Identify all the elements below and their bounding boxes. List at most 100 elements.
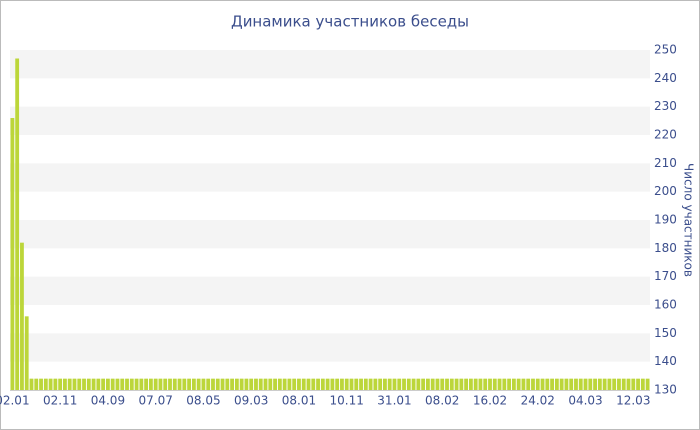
bar (96, 378, 101, 390)
bar (464, 378, 469, 390)
bar (521, 378, 526, 390)
bar (196, 378, 201, 390)
bar (402, 378, 406, 390)
bar (564, 378, 569, 390)
bar (545, 378, 550, 390)
x-tick-label: 08.02 (425, 394, 459, 408)
bar (125, 378, 129, 390)
bar (483, 378, 488, 390)
bar (621, 378, 626, 390)
bar (593, 378, 597, 390)
y-tick-label: 170 (654, 269, 677, 283)
bar (617, 378, 621, 390)
bar (507, 378, 512, 390)
y-tick-label: 150 (654, 326, 677, 340)
x-tick-label: 24.02 (521, 394, 555, 408)
bar (24, 316, 29, 390)
bar (292, 378, 297, 390)
bar (301, 378, 306, 390)
bar (191, 378, 196, 390)
bar (583, 378, 588, 390)
bar (39, 378, 43, 390)
grid-band (10, 50, 650, 79)
bar (177, 378, 182, 390)
bar (473, 378, 478, 390)
bar (325, 378, 330, 390)
bar (406, 378, 411, 390)
y-tick-label: 160 (654, 298, 677, 312)
bar (363, 378, 368, 390)
y-tick-label: 210 (654, 156, 677, 170)
bar (287, 378, 292, 390)
bar (607, 378, 612, 390)
bar (86, 378, 91, 390)
bar (578, 378, 583, 390)
bar (182, 378, 187, 390)
bar (330, 378, 335, 390)
bar (574, 378, 578, 390)
bar (421, 378, 426, 390)
bar (645, 378, 650, 390)
bar (220, 378, 225, 390)
bar (29, 378, 34, 390)
bar (211, 378, 215, 390)
bar (187, 378, 192, 390)
bar (234, 378, 239, 390)
bar (77, 378, 82, 390)
bar (569, 378, 574, 390)
bar (101, 378, 106, 390)
bar (34, 378, 39, 390)
bar (340, 378, 344, 390)
x-tick-label: 16.02 (473, 394, 507, 408)
bar (306, 378, 311, 390)
bar (254, 378, 258, 390)
x-tick-label: 02.01 (0, 394, 30, 408)
bar (597, 378, 602, 390)
bar (58, 378, 63, 390)
grid-band (10, 276, 650, 305)
bar (230, 378, 234, 390)
bar (244, 378, 249, 390)
bar (540, 378, 545, 390)
bar (106, 378, 110, 390)
y-tick-label: 190 (654, 213, 677, 227)
bar (153, 378, 158, 390)
bar (373, 378, 378, 390)
bar (554, 378, 559, 390)
bar (368, 378, 373, 390)
bar (163, 378, 168, 390)
bar (148, 378, 153, 390)
bar (359, 378, 363, 390)
grid-band (10, 163, 650, 192)
bar (172, 378, 177, 390)
bar (335, 378, 340, 390)
bar (134, 378, 139, 390)
bar (354, 378, 359, 390)
bar (526, 378, 531, 390)
y-tick-label: 250 (654, 43, 677, 57)
bar (397, 378, 402, 390)
bar (378, 378, 383, 390)
x-tick-label: 04.09 (91, 394, 125, 408)
grid-band (10, 106, 650, 135)
bar (636, 378, 640, 390)
x-tick-label: 08.01 (282, 394, 316, 408)
y-axis-label: Число участников (682, 163, 696, 277)
bar (201, 378, 206, 390)
bar (43, 378, 48, 390)
y-tick-label: 220 (654, 128, 677, 142)
bar (468, 378, 473, 390)
bar (392, 378, 397, 390)
y-tick-label: 230 (654, 99, 677, 113)
bar (311, 378, 316, 390)
x-tick-label: 31.01 (377, 394, 411, 408)
bar (449, 378, 454, 390)
bar (129, 378, 134, 390)
bar (383, 378, 387, 390)
bar (72, 378, 77, 390)
grid-band (10, 333, 650, 362)
bar (516, 378, 521, 390)
bar (225, 378, 230, 390)
bar (316, 378, 320, 390)
